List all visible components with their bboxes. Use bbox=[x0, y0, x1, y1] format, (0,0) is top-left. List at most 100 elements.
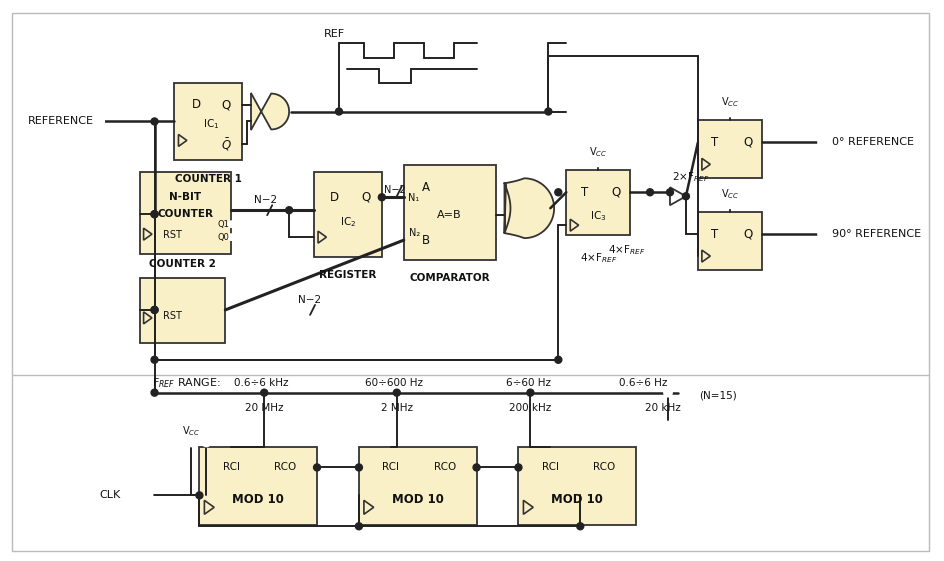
Circle shape bbox=[151, 306, 158, 314]
Text: IC$_2$: IC$_2$ bbox=[340, 215, 356, 229]
Text: Q: Q bbox=[362, 191, 371, 204]
Text: T: T bbox=[711, 136, 718, 149]
Circle shape bbox=[286, 206, 293, 214]
Text: 90° REFERENCE: 90° REFERENCE bbox=[833, 229, 921, 239]
Text: V$_{CC}$: V$_{CC}$ bbox=[720, 95, 739, 109]
Text: Q: Q bbox=[222, 98, 231, 111]
Bar bbox=[175, 82, 243, 160]
Text: 20 kHz: 20 kHz bbox=[645, 403, 681, 413]
Circle shape bbox=[818, 138, 827, 147]
Text: N−2: N−2 bbox=[254, 195, 277, 205]
Circle shape bbox=[726, 200, 733, 208]
Circle shape bbox=[196, 492, 203, 499]
Text: D: D bbox=[192, 98, 201, 111]
Text: Q1: Q1 bbox=[217, 220, 229, 229]
Bar bbox=[404, 165, 496, 260]
Text: RCO: RCO bbox=[593, 462, 615, 472]
Text: RST: RST bbox=[163, 311, 182, 321]
Text: $\bar{Q}$: $\bar{Q}$ bbox=[221, 136, 231, 153]
Text: 2 MHz: 2 MHz bbox=[380, 403, 413, 413]
Text: 0.6÷6 kHz: 0.6÷6 kHz bbox=[234, 378, 289, 388]
Text: 0° REFERENCE: 0° REFERENCE bbox=[833, 137, 915, 148]
Circle shape bbox=[664, 389, 672, 397]
Text: A=B: A=B bbox=[437, 210, 462, 220]
Text: COMPARATOR: COMPARATOR bbox=[410, 273, 490, 283]
Text: 4$\times$F$_{REF}$: 4$\times$F$_{REF}$ bbox=[580, 251, 616, 265]
Bar bbox=[199, 448, 317, 525]
Text: CLK: CLK bbox=[100, 490, 121, 500]
Circle shape bbox=[356, 464, 362, 471]
Circle shape bbox=[335, 108, 343, 115]
Circle shape bbox=[261, 389, 268, 396]
Circle shape bbox=[555, 188, 562, 196]
Text: COUNTER 2: COUNTER 2 bbox=[149, 259, 216, 269]
Text: D: D bbox=[329, 191, 339, 204]
Circle shape bbox=[545, 108, 552, 115]
Text: N−2: N−2 bbox=[297, 295, 321, 305]
Circle shape bbox=[577, 523, 583, 530]
Text: REGISTER: REGISTER bbox=[319, 270, 377, 280]
Circle shape bbox=[683, 193, 689, 200]
Text: N₁: N₁ bbox=[408, 193, 419, 203]
Circle shape bbox=[313, 464, 321, 471]
Bar bbox=[140, 172, 231, 254]
Text: IC$_1$: IC$_1$ bbox=[203, 118, 220, 131]
Text: RCI: RCI bbox=[382, 462, 399, 472]
Circle shape bbox=[818, 229, 827, 238]
Text: MOD 10: MOD 10 bbox=[392, 493, 444, 506]
Circle shape bbox=[379, 194, 385, 201]
Circle shape bbox=[555, 356, 562, 364]
Circle shape bbox=[151, 211, 158, 218]
Bar bbox=[314, 172, 382, 257]
Circle shape bbox=[594, 158, 602, 167]
Circle shape bbox=[228, 234, 234, 240]
Text: (N=15): (N=15) bbox=[699, 390, 736, 401]
Text: REFERENCE: REFERENCE bbox=[28, 117, 93, 126]
Text: 20 MHz: 20 MHz bbox=[244, 403, 283, 413]
Text: 200 kHz: 200 kHz bbox=[509, 403, 551, 413]
Text: Q: Q bbox=[743, 228, 752, 241]
Text: RCI: RCI bbox=[223, 462, 240, 472]
Text: 0.6÷6 Hz: 0.6÷6 Hz bbox=[619, 378, 667, 388]
Circle shape bbox=[527, 389, 534, 396]
Text: N₂: N₂ bbox=[409, 228, 420, 238]
Polygon shape bbox=[251, 94, 289, 130]
Text: COUNTER 1: COUNTER 1 bbox=[175, 174, 242, 185]
Text: 6÷60 Hz: 6÷60 Hz bbox=[506, 378, 551, 388]
Bar bbox=[518, 448, 636, 525]
Text: V$_{CC}$: V$_{CC}$ bbox=[589, 145, 607, 159]
Circle shape bbox=[356, 523, 362, 530]
Circle shape bbox=[143, 490, 153, 500]
Circle shape bbox=[95, 117, 104, 126]
Circle shape bbox=[514, 464, 522, 471]
Text: 60÷600 Hz: 60÷600 Hz bbox=[364, 378, 423, 388]
Circle shape bbox=[151, 118, 158, 125]
Text: V$_{CC}$: V$_{CC}$ bbox=[720, 187, 739, 201]
Circle shape bbox=[151, 356, 158, 364]
Bar bbox=[140, 278, 226, 343]
Text: N-BIT: N-BIT bbox=[169, 192, 201, 203]
Text: Q: Q bbox=[743, 136, 752, 149]
Bar bbox=[359, 448, 477, 525]
Circle shape bbox=[151, 389, 158, 396]
Text: REF: REF bbox=[324, 29, 346, 39]
Circle shape bbox=[473, 464, 480, 471]
Bar bbox=[566, 171, 630, 235]
Text: T: T bbox=[581, 186, 588, 199]
Polygon shape bbox=[504, 178, 554, 238]
Text: RCO: RCO bbox=[433, 462, 456, 472]
Text: Q: Q bbox=[612, 186, 621, 199]
Text: MOD 10: MOD 10 bbox=[551, 493, 603, 506]
Text: N−2: N−2 bbox=[384, 185, 406, 195]
Text: 2$\times$F$_{REF}$: 2$\times$F$_{REF}$ bbox=[672, 171, 709, 184]
Text: MOD 10: MOD 10 bbox=[232, 493, 284, 506]
Text: Q0: Q0 bbox=[217, 233, 229, 242]
Text: IC$_3$: IC$_3$ bbox=[590, 209, 606, 223]
Circle shape bbox=[228, 221, 234, 227]
Text: COUNTER: COUNTER bbox=[158, 209, 213, 219]
Bar bbox=[698, 212, 762, 270]
Circle shape bbox=[726, 108, 733, 117]
Text: 4$\times$F$_{REF}$: 4$\times$F$_{REF}$ bbox=[608, 243, 646, 257]
Circle shape bbox=[666, 188, 673, 196]
Text: V$_{CC}$: V$_{CC}$ bbox=[182, 425, 200, 439]
